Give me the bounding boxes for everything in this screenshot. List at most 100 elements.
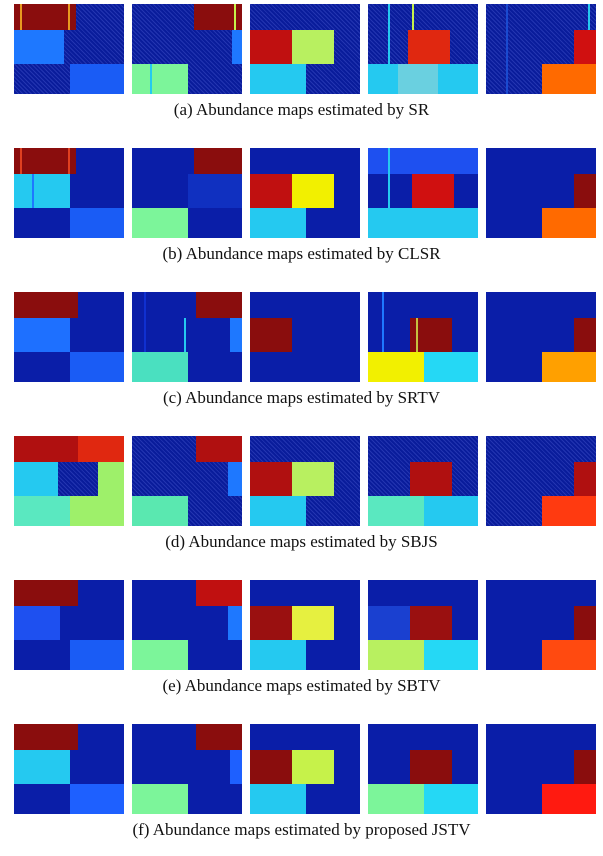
row-sr: (a) Abundance maps estimated by SR xyxy=(0,4,603,132)
maps-sbjs xyxy=(14,436,596,526)
stripe-artifact xyxy=(388,148,390,238)
caption-clsr: (b) Abundance maps estimated by CLSR xyxy=(162,244,441,263)
stripe-artifact xyxy=(68,4,70,30)
sbtv-map-4 xyxy=(368,580,478,670)
abundance-region xyxy=(542,640,596,670)
abundance-region xyxy=(250,208,306,238)
clsr-map-3 xyxy=(250,148,360,238)
abundance-region xyxy=(14,4,76,30)
abundance-region xyxy=(70,352,124,382)
abundance-region xyxy=(368,784,424,814)
row-sbtv: (e) Abundance maps estimated by SBTV xyxy=(0,580,603,708)
sr-map-3 xyxy=(250,4,360,94)
sr-map-5 xyxy=(486,4,596,94)
abundance-region xyxy=(542,496,596,526)
maps-srtv xyxy=(14,292,596,382)
abundance-region xyxy=(132,784,188,814)
sbtv-map-3 xyxy=(250,580,360,670)
srtv-map-5 xyxy=(486,292,596,382)
abundance-region xyxy=(70,208,124,238)
abundance-region xyxy=(14,606,60,640)
srtv-map-3 xyxy=(250,292,360,382)
abundance-region xyxy=(574,318,596,352)
abundance-region xyxy=(132,352,188,382)
clsr-map-1 xyxy=(14,148,124,238)
abundance-region xyxy=(232,30,242,64)
abundance-region xyxy=(230,318,242,352)
sbjs-map-2 xyxy=(132,436,242,526)
abundance-region xyxy=(410,750,452,784)
abundance-region xyxy=(368,148,478,174)
abundance-region xyxy=(424,640,478,670)
sbjs-map-3 xyxy=(250,436,360,526)
sbtv-map-1 xyxy=(14,580,124,670)
abundance-region xyxy=(196,436,242,462)
maps-jstv xyxy=(14,724,596,814)
abundance-region xyxy=(574,606,596,640)
abundance-region xyxy=(250,30,292,64)
stripe-artifact xyxy=(68,148,70,174)
abundance-region xyxy=(250,496,306,526)
abundance-region xyxy=(98,462,124,496)
jstv-map-3 xyxy=(250,724,360,814)
maps-clsr xyxy=(14,148,596,238)
abundance-region xyxy=(542,784,596,814)
stripe-artifact xyxy=(32,174,34,208)
caption-srtv: (c) Abundance maps estimated by SRTV xyxy=(162,388,441,407)
abundance-region xyxy=(574,750,596,784)
row-srtv: (c) Abundance maps estimated by SRTV xyxy=(0,292,603,420)
sr-map-1 xyxy=(14,4,124,94)
abundance-region xyxy=(542,208,596,238)
abundance-region xyxy=(368,640,424,670)
clsr-map-4 xyxy=(368,148,478,238)
abundance-region xyxy=(368,352,424,382)
abundance-region xyxy=(424,496,478,526)
stripe-artifact xyxy=(416,318,418,382)
abundance-region xyxy=(250,750,292,784)
sbjs-map-4 xyxy=(368,436,478,526)
abundance-region xyxy=(230,750,242,784)
stripe-artifact xyxy=(234,4,236,30)
caption-sbtv: (e) Abundance maps estimated by SBTV xyxy=(162,676,441,695)
abundance-region xyxy=(70,496,124,526)
jstv-map-2 xyxy=(132,724,242,814)
stripe-artifact xyxy=(20,4,22,30)
stripe-artifact xyxy=(144,292,146,382)
abundance-region xyxy=(228,462,242,496)
abundance-region xyxy=(368,496,424,526)
stripe-artifact xyxy=(20,148,22,174)
caption-sr: (a) Abundance maps estimated by SR xyxy=(173,100,430,119)
row-jstv: (f) Abundance maps estimated by proposed… xyxy=(0,724,603,852)
caption-sbjs: (d) Abundance maps estimated by SBJS xyxy=(165,532,438,551)
abundance-region xyxy=(250,640,306,670)
abundance-region xyxy=(228,606,242,640)
abundance-region xyxy=(14,724,78,750)
abundance-region xyxy=(14,148,76,174)
stripe-artifact xyxy=(382,292,384,382)
abundance-region xyxy=(292,174,334,208)
stripe-artifact xyxy=(588,4,590,30)
stripe-artifact xyxy=(388,4,390,94)
srtv-map-4 xyxy=(368,292,478,382)
maps-sbtv xyxy=(14,580,596,670)
jstv-map-5 xyxy=(486,724,596,814)
abundance-region xyxy=(196,580,242,606)
abundance-region xyxy=(14,292,78,318)
abundance-region xyxy=(14,174,70,208)
abundance-region xyxy=(14,750,70,784)
abundance-region xyxy=(14,496,70,526)
abundance-region xyxy=(368,606,410,640)
stripe-artifact xyxy=(184,318,186,382)
abundance-region xyxy=(70,640,124,670)
stripe-artifact xyxy=(506,4,508,94)
maps-sr xyxy=(14,4,596,94)
abundance-region xyxy=(14,318,70,352)
abundance-region xyxy=(410,462,452,496)
abundance-region xyxy=(250,174,292,208)
sbtv-map-2 xyxy=(132,580,242,670)
abundance-region xyxy=(132,64,188,94)
abundance-region xyxy=(408,30,450,64)
abundance-region xyxy=(188,174,242,208)
srtv-map-2 xyxy=(132,292,242,382)
abundance-region xyxy=(574,462,596,496)
